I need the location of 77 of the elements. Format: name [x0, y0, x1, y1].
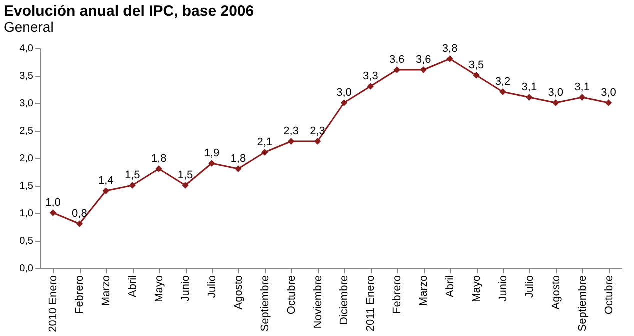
x-tick-label: Marzo [100, 276, 113, 306]
point [552, 100, 560, 106]
data-label: 2,1 [257, 136, 273, 148]
x-tick-label: Septiembre [576, 276, 589, 332]
point [235, 166, 242, 172]
point [500, 88, 506, 96]
y-tick-label: 3,5 [20, 71, 34, 82]
x-tick-label: Agosto [232, 276, 245, 310]
point [340, 100, 348, 106]
point [394, 66, 400, 74]
x-tick-label: Diciembre [338, 276, 351, 326]
data-label: 3,8 [442, 43, 458, 55]
data-label: 1,9 [204, 148, 220, 160]
data-label: 1,8 [151, 153, 167, 165]
data-label: 3,2 [495, 76, 511, 88]
y-tick-label: 2,5 [20, 126, 34, 137]
point [578, 94, 586, 101]
data-label: 3,3 [363, 70, 378, 82]
chart-title: Evolución anual del IPC, base 2006 [4, 3, 254, 20]
x-tick-label: Febrero [392, 276, 404, 314]
x-tick-label: Julio [206, 276, 218, 298]
data-label: 2,3 [284, 126, 299, 138]
x-tick-label: Mayo [471, 276, 483, 302]
point [605, 100, 612, 106]
data-label: 3,1 [574, 82, 590, 94]
point [314, 138, 322, 145]
x-tick-label: Junio [497, 276, 510, 302]
x-tick-label: Abril [127, 276, 140, 298]
point [288, 138, 295, 145]
x-tick-label: Junio [180, 276, 192, 302]
data-label: 3,1 [522, 82, 538, 94]
x-tick-label: 2011 Enero [365, 276, 378, 332]
data-label: 3,0 [336, 87, 352, 99]
data-label: 1,8 [230, 153, 246, 165]
x-tick-label: Octubre [286, 276, 298, 315]
data-label: 1,0 [46, 197, 61, 209]
point [262, 149, 268, 156]
point [50, 210, 57, 216]
x-tick-label: Septiembre [259, 276, 272, 332]
x-tick-label: Agosto [550, 276, 562, 310]
point [526, 94, 533, 101]
data-label: 0,8 [72, 208, 88, 220]
y-tick-label: 1,0 [20, 208, 34, 220]
x-tick-label: Noviembre [312, 276, 324, 329]
data-label: 1,5 [178, 170, 194, 182]
point [420, 66, 427, 74]
x-tick-label: Marzo [418, 276, 430, 306]
point [76, 220, 84, 228]
point [367, 83, 374, 90]
x-tick-label: 2010 Enero [48, 276, 60, 332]
y-tick-label: 1,5 [20, 181, 34, 192]
point [156, 166, 162, 172]
point [473, 72, 480, 79]
x-tick-label: Julio [524, 276, 536, 298]
data-label: 1,4 [98, 175, 114, 187]
y-tick-label: 4,0 [20, 44, 34, 54]
data-label: 3,0 [548, 87, 564, 99]
data-label: 1,5 [124, 170, 140, 182]
chart-subtitle: General [4, 19, 54, 35]
data-label: 3,0 [601, 87, 616, 99]
point [446, 56, 454, 62]
y-tick-label: 0,5 [20, 236, 34, 247]
point [182, 182, 189, 189]
x-tick-label: Febrero [74, 276, 86, 314]
point [129, 182, 136, 189]
x-tick-label: Abril [444, 276, 457, 298]
x-tick-label: Mayo [154, 276, 166, 302]
y-tick-label: 2,0 [20, 154, 34, 164]
data-label: 3,6 [389, 54, 405, 66]
data-label: 2,3 [310, 126, 326, 138]
data-label: 3,5 [468, 60, 484, 72]
point [208, 160, 216, 167]
y-tick-label: 0,0 [20, 264, 34, 274]
point [102, 188, 110, 194]
x-tick-label: Octubre [603, 276, 616, 315]
y-tick-label: 3,0 [20, 98, 34, 110]
data-label: 3,6 [416, 54, 432, 66]
